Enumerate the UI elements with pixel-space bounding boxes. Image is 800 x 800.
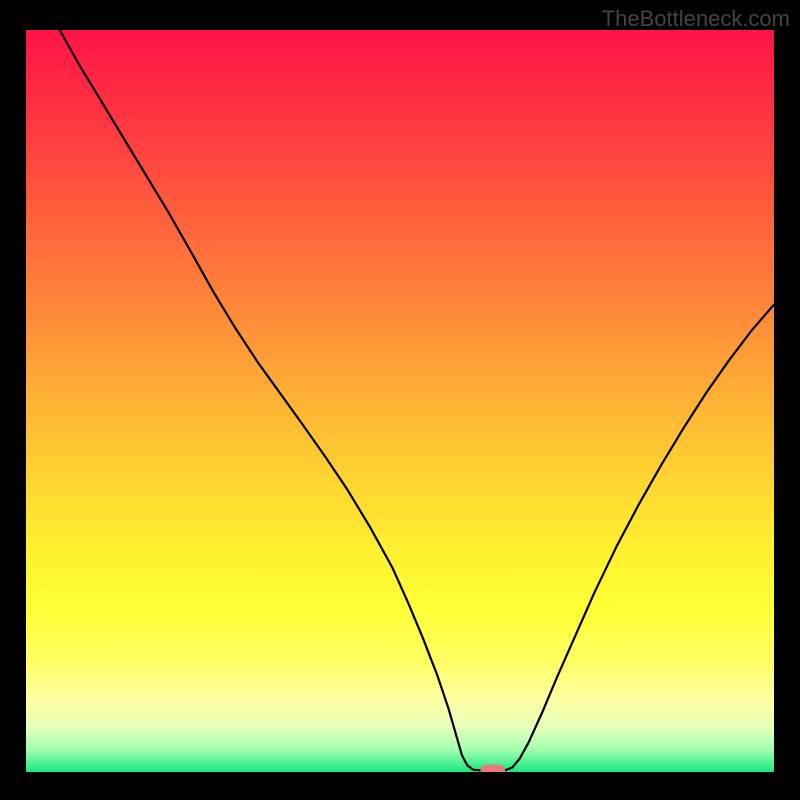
plot-background [26,30,774,772]
watermark-text: TheBottleneck.com [602,6,790,32]
optimal-marker [480,765,505,772]
bottleneck-chart [26,30,774,772]
chart-frame: TheBottleneck.com [0,0,800,800]
